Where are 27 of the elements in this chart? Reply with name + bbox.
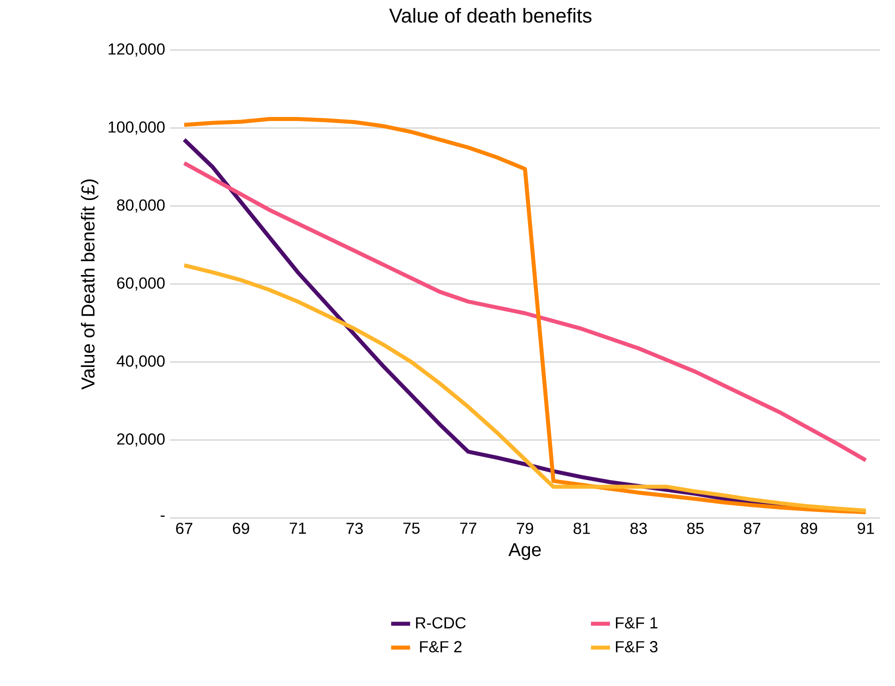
x-tick-label: 81 — [574, 522, 590, 534]
x-tick-label: 75 — [403, 522, 420, 534]
x-tick-label: 89 — [800, 522, 818, 534]
y-tick-label: 40,000 — [116, 355, 165, 369]
y-axis-title: Value of Death benefit (£) — [80, 180, 98, 390]
y-tick-label: 120,000 — [108, 43, 165, 57]
legend-label: F&F 1 — [616, 617, 658, 628]
legend-label: R-CDC — [416, 617, 466, 629]
x-axis-title: Age — [508, 543, 541, 560]
y-tick-label: 80,000 — [117, 199, 165, 213]
x-tick-label: 79 — [516, 522, 534, 534]
legend-label: F&F 2 — [420, 641, 462, 652]
x-tick-label: 69 — [232, 522, 250, 534]
x-tick-label: 87 — [744, 522, 760, 534]
y-tick-label: - — [160, 516, 165, 517]
x-tick-label: 83 — [630, 522, 647, 534]
x-tick-label: 77 — [460, 522, 476, 534]
y-tick-label: 20,000 — [117, 433, 165, 447]
chart-title: Value of death benefits — [389, 8, 592, 23]
y-tick-label: 60,000 — [117, 277, 165, 291]
y-tick-label: 100,000 — [108, 121, 165, 135]
x-tick-label: 91 — [858, 522, 874, 534]
x-tick-label: 71 — [290, 522, 306, 534]
x-tick-label: 85 — [687, 522, 704, 534]
x-tick-label: 73 — [346, 522, 363, 534]
legend-label: F&F 3 — [616, 641, 658, 652]
x-tick-label: 67 — [176, 522, 192, 534]
